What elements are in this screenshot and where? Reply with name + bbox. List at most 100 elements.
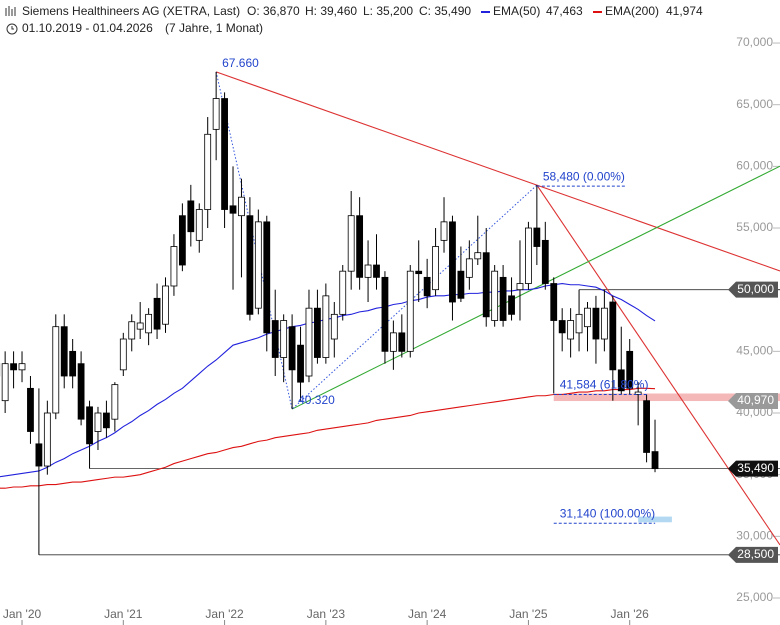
candle-body bbox=[491, 270, 499, 321]
header: Siemens Healthineers AG (XETRA, Last) O:… bbox=[5, 4, 703, 35]
level-tag bbox=[728, 460, 778, 477]
x-tick-label: Jan '24 bbox=[408, 607, 447, 621]
legend-entry: EMA(200) bbox=[605, 4, 659, 18]
candle-body bbox=[364, 264, 372, 278]
candle-body bbox=[18, 363, 26, 371]
candle-body bbox=[584, 307, 591, 328]
candle-body bbox=[533, 227, 541, 247]
candle-body bbox=[651, 451, 659, 470]
trendline bbox=[215, 71, 780, 272]
annotation: 40.320 bbox=[298, 393, 335, 407]
y-tick-label: 60,000 bbox=[736, 159, 773, 173]
candle-body bbox=[322, 295, 330, 358]
level-tag bbox=[728, 281, 778, 298]
y-tick-label: 55,000 bbox=[736, 220, 773, 234]
candle-body bbox=[347, 215, 355, 272]
candle-body bbox=[43, 412, 51, 467]
chart-icon bbox=[5, 6, 16, 16]
candle-body bbox=[94, 412, 102, 432]
candle-body bbox=[221, 98, 228, 210]
candle-body bbox=[381, 276, 389, 352]
candle-body bbox=[271, 320, 279, 358]
candle-body bbox=[35, 443, 43, 467]
x-tick-label: Jan '26 bbox=[611, 607, 650, 621]
x-tick-label: Jan '25 bbox=[509, 607, 548, 621]
legend-entry: EMA(50) bbox=[493, 4, 540, 18]
annotation: 58,480 (0.00%) bbox=[543, 169, 625, 183]
trendline bbox=[536, 184, 780, 546]
x-tick-label: Jan '21 bbox=[104, 607, 143, 621]
candle-body bbox=[280, 320, 288, 358]
level-label: 28,500 bbox=[737, 547, 774, 561]
legend-value: 41,974 bbox=[666, 4, 703, 18]
candle-body bbox=[558, 320, 566, 334]
candle-body bbox=[263, 221, 271, 334]
candle-body bbox=[111, 384, 119, 420]
candle-body bbox=[465, 258, 473, 278]
candle-body bbox=[10, 363, 17, 371]
candle-body bbox=[229, 205, 237, 214]
annotation: 31,140 (100.00%) bbox=[560, 506, 655, 520]
candle-body bbox=[136, 322, 144, 330]
y-tick-label: 45,000 bbox=[736, 344, 773, 358]
candle-body bbox=[541, 239, 549, 284]
y-tick-label: 65,000 bbox=[736, 97, 773, 111]
candle-body bbox=[314, 307, 321, 358]
candle-body bbox=[339, 270, 347, 315]
candle-body bbox=[550, 283, 558, 321]
ohlc-high: H: 39,460 bbox=[305, 4, 357, 18]
clock-hand bbox=[11, 26, 14, 30]
candle-body bbox=[60, 326, 68, 377]
level-label: 35,490 bbox=[737, 461, 774, 475]
candle-body bbox=[440, 221, 448, 241]
candle-body bbox=[128, 321, 136, 340]
candle-body bbox=[297, 344, 304, 383]
level-label: 40,970 bbox=[737, 393, 774, 407]
candle-body bbox=[69, 350, 77, 377]
candle-body bbox=[592, 307, 600, 340]
candle-body bbox=[525, 227, 532, 284]
candle-body bbox=[600, 307, 608, 340]
candle-body bbox=[86, 406, 93, 445]
candle-body bbox=[423, 276, 431, 297]
y-tick-label: 70,000 bbox=[736, 35, 773, 49]
legend-value: 47,463 bbox=[546, 4, 583, 18]
candle-body bbox=[27, 387, 34, 432]
zone bbox=[553, 393, 780, 402]
candle-body bbox=[356, 215, 364, 278]
candle-body bbox=[508, 295, 515, 315]
candle-body bbox=[170, 246, 178, 287]
y-tick-label: 30,000 bbox=[736, 529, 773, 543]
annotation: 41,584 (61.80%) bbox=[560, 378, 649, 392]
x-tick-label: Jan '23 bbox=[307, 607, 346, 621]
trendline bbox=[291, 165, 780, 410]
candle-body bbox=[482, 252, 490, 318]
candle-body bbox=[187, 200, 195, 233]
candle-body bbox=[449, 221, 456, 303]
candle-body bbox=[254, 221, 262, 309]
clock-icon bbox=[6, 23, 18, 35]
candle-body bbox=[406, 270, 414, 352]
level-tag bbox=[728, 393, 778, 410]
candle-body bbox=[119, 338, 127, 371]
candle-body bbox=[145, 313, 153, 334]
candle-body bbox=[153, 297, 161, 330]
candle-body bbox=[609, 301, 617, 371]
ohlc-close: C: 35,490 bbox=[419, 4, 471, 18]
ema-line bbox=[0, 387, 656, 489]
candle-body bbox=[52, 326, 60, 414]
candle-body bbox=[305, 307, 313, 377]
candle-body bbox=[288, 326, 296, 371]
candle-body bbox=[330, 313, 338, 340]
candle-body bbox=[626, 350, 634, 389]
candle-body bbox=[567, 320, 575, 340]
level-tag bbox=[728, 546, 778, 563]
candle-body bbox=[398, 332, 406, 352]
candle-body bbox=[212, 98, 220, 130]
x-tick-label: Jan '20 bbox=[3, 607, 42, 621]
candle-body bbox=[457, 270, 465, 299]
candle-body bbox=[643, 400, 650, 453]
candle-body bbox=[575, 313, 583, 334]
candle-body bbox=[432, 246, 439, 291]
